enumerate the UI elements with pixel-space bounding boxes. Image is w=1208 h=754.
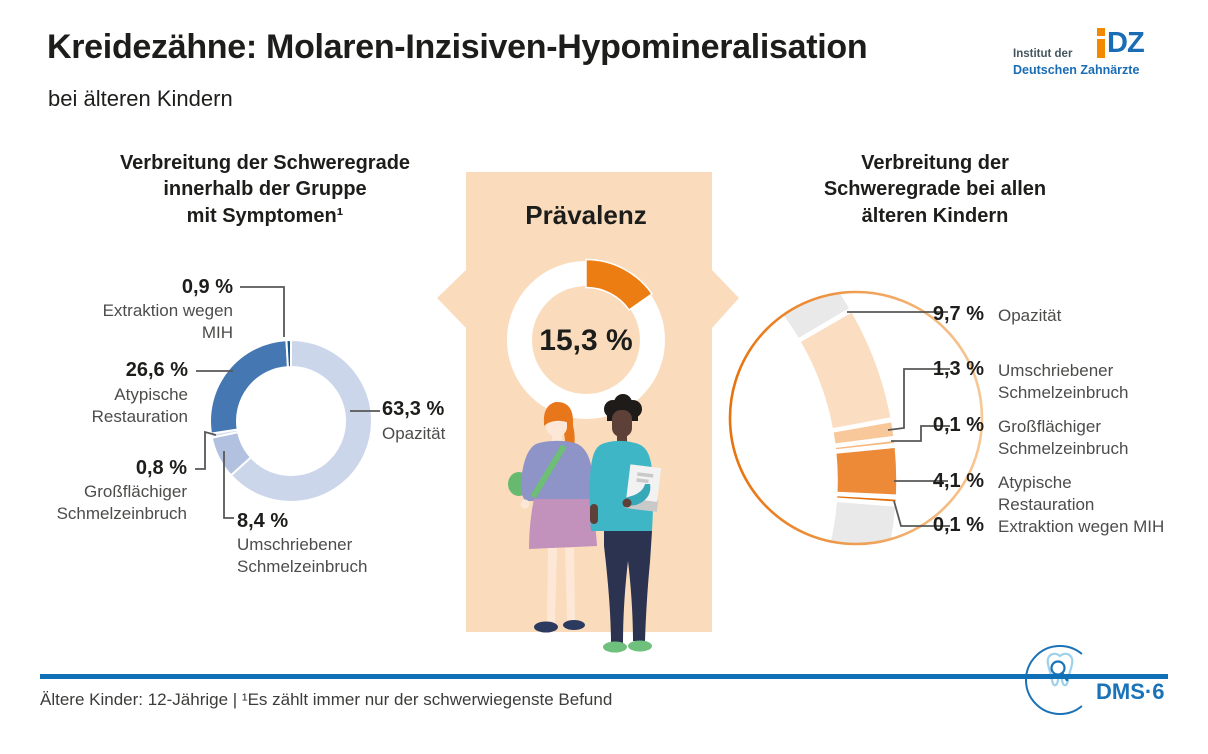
footer-divider bbox=[40, 674, 1168, 679]
leader-umschriebener bbox=[223, 451, 234, 519]
page-subtitle: bei älteren Kindern bbox=[48, 86, 233, 111]
idz-logo-line1: Institut der bbox=[1013, 48, 1073, 60]
right-label-extraktion-pct: 0,1 % bbox=[932, 514, 984, 536]
right-label-grossflaechiger-name: Großflächiger Schmelzeinbruch bbox=[998, 417, 1129, 458]
dms6-circle-icon bbox=[1024, 645, 1083, 715]
tooth-icon bbox=[1046, 652, 1074, 687]
idz-logo-line2: Deutschen Zahnärzte bbox=[1013, 63, 1140, 77]
right-label-umschriebener-name: Umschriebener Schmelzeinbruch bbox=[998, 361, 1129, 402]
prevalence-banner bbox=[437, 172, 739, 632]
right-label-opazitaet-name: Opazität bbox=[998, 306, 1062, 325]
left-label-umschriebener-name: Umschriebener Schmelzeinbruch bbox=[237, 535, 368, 576]
left-chart-title: Verbreitung der Schweregrade innerhalb d… bbox=[119, 152, 411, 227]
idz-i-icon bbox=[1097, 28, 1105, 58]
leader-extraktion bbox=[240, 286, 285, 337]
left-label-grossflaechiger-name: Großflächiger Schmelzeinbruch bbox=[56, 482, 187, 523]
right-label-extraktion-name: Extraktion wegen MIH bbox=[998, 517, 1165, 536]
right-label-grossflaechiger-pct: 0,1 % bbox=[932, 414, 984, 436]
idz-dz-letters: DZ bbox=[1107, 27, 1145, 59]
right-label-atypische-name: Atypische Restauration bbox=[998, 473, 1095, 514]
magnifier-band bbox=[744, 292, 898, 544]
left-label-atypische-pct: 26,6 % bbox=[125, 359, 188, 381]
footer-note: Ältere Kinder: 12-Jährige | ¹Es zählt im… bbox=[40, 690, 613, 709]
left-label-atypische-name: Atypische Restauration bbox=[91, 385, 188, 426]
idz-logo: Institut der Deutschen Zahnärzte DZ bbox=[1013, 28, 1183, 82]
idz-logo-mark: DZ bbox=[1097, 27, 1145, 59]
right-label-atypische-pct: 4,1 % bbox=[932, 470, 984, 492]
left-label-opazitaet-pct: 63,3 % bbox=[382, 398, 445, 420]
left-label-opazitaet-name: Opazität bbox=[382, 424, 446, 443]
page-title: Kreidezähne: Molaren-Inzisiven-Hypominer… bbox=[47, 28, 868, 66]
magnifier-icon bbox=[1050, 660, 1066, 676]
right-label-opazitaet-pct: 9,7 % bbox=[932, 303, 984, 325]
prevalence-title: Prävalenz bbox=[525, 200, 647, 230]
left-label-extraktion-name: Extraktion wegen MIH bbox=[102, 301, 233, 342]
left-label-extraktion-pct: 0,9 % bbox=[181, 276, 233, 298]
right-chart-title: Verbreitung der Schweregrade bei allen ä… bbox=[823, 152, 1047, 227]
left-donut-chart bbox=[209, 338, 373, 503]
left-label-grossflaechiger-pct: 0,8 % bbox=[135, 457, 187, 479]
dms6-wordmark: DMS·6 bbox=[1096, 679, 1164, 704]
left-label-umschriebener-pct: 8,4 % bbox=[237, 510, 289, 532]
leader-grossflaechiger bbox=[195, 430, 217, 470]
prevalence-value: 15,3 % bbox=[539, 324, 633, 357]
dms6-logo: DMS·6 bbox=[1024, 645, 1164, 715]
right-label-umschriebener-pct: 1,3 % bbox=[932, 358, 984, 380]
